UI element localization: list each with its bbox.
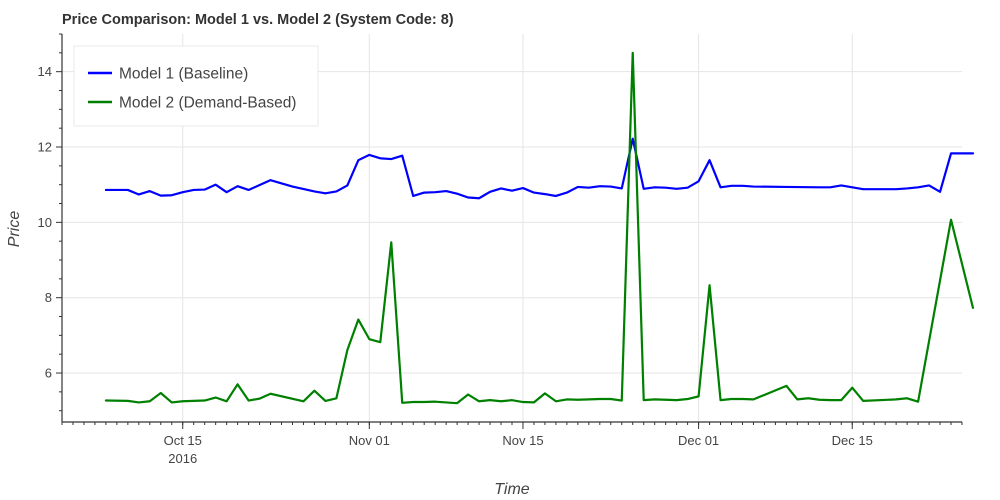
- y-tick-label: 8: [45, 290, 52, 305]
- x-axis-label: Time: [494, 481, 530, 498]
- series-line-1: [104, 137, 975, 200]
- legend-label-1: Model 1 (Baseline): [119, 66, 248, 83]
- series-line-2: [104, 51, 975, 405]
- y-tick-label: 12: [38, 140, 52, 155]
- x-tick-label: Nov 15: [502, 433, 543, 448]
- x-tick-label: Dec 01: [678, 433, 719, 448]
- x-tick-sublabel: 2016: [168, 451, 197, 466]
- chart-title: Price Comparison: Model 1 vs. Model 2 (S…: [62, 12, 454, 28]
- grid: [62, 34, 962, 422]
- legend-label-2: Model 2 (Demand-Based): [119, 95, 296, 112]
- x-tick-label: Oct 15: [164, 433, 202, 448]
- legend-box: [73, 45, 319, 127]
- y-axis-label: Price: [6, 211, 23, 248]
- y-tick-label: 6: [45, 366, 52, 381]
- x-tick-label: Nov 01: [349, 433, 390, 448]
- axes: 6 8 10 12 14 Oct 15 2016 Nov 01 Nov 15 Dec 01 Dec …: [38, 33, 963, 466]
- y-tick-label: 10: [38, 215, 52, 230]
- x-tick-label: Dec 15: [832, 433, 873, 448]
- legend: Model 1 (Baseline) Model 2 (Demand-Based): [73, 45, 319, 127]
- y-tick-label: 14: [38, 64, 52, 79]
- series-lines: [104, 51, 975, 405]
